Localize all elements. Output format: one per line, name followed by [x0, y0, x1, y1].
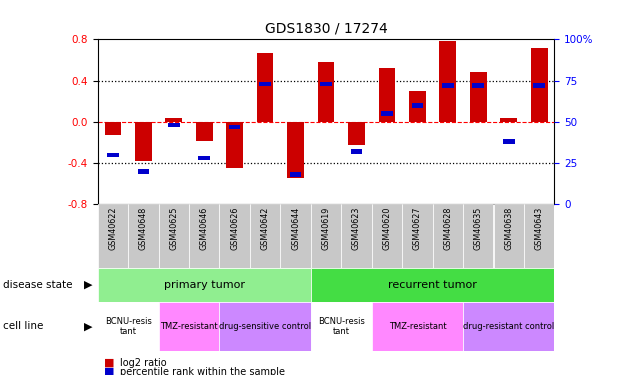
Text: disease state: disease state — [3, 280, 72, 290]
Bar — [348, 122, 365, 145]
Bar — [320, 82, 332, 86]
Bar — [260, 82, 271, 86]
Bar — [524, 204, 554, 268]
Bar — [503, 140, 515, 144]
Bar — [463, 302, 554, 351]
Bar — [107, 153, 118, 157]
Bar — [257, 53, 273, 122]
Bar — [168, 123, 180, 128]
Text: TMZ-resistant: TMZ-resistant — [389, 322, 446, 331]
Text: GSM40635: GSM40635 — [474, 206, 483, 250]
Text: TMZ-resistant: TMZ-resistant — [160, 322, 218, 331]
Bar — [372, 204, 402, 268]
Bar — [409, 91, 426, 122]
Bar — [470, 72, 486, 122]
Bar — [311, 268, 554, 302]
Bar — [159, 302, 219, 351]
Text: GSM40642: GSM40642 — [261, 206, 270, 250]
Text: drug-sensitive control: drug-sensitive control — [219, 322, 311, 331]
Bar — [229, 124, 241, 129]
Bar — [290, 172, 301, 177]
Text: recurrent tumor: recurrent tumor — [388, 280, 477, 290]
Text: cell line: cell line — [3, 321, 43, 331]
Text: GDS1830 / 17274: GDS1830 / 17274 — [265, 22, 387, 36]
Bar — [411, 103, 423, 108]
Bar — [280, 204, 311, 268]
Bar — [500, 118, 517, 122]
Text: GSM40620: GSM40620 — [382, 206, 391, 250]
Bar — [219, 302, 311, 351]
Bar — [440, 42, 456, 122]
Bar — [137, 169, 149, 174]
Text: GSM40648: GSM40648 — [139, 206, 148, 249]
Text: GSM40646: GSM40646 — [200, 206, 209, 249]
Text: percentile rank within the sample: percentile rank within the sample — [120, 367, 285, 375]
Bar — [531, 48, 547, 122]
Bar — [98, 204, 128, 268]
Bar — [196, 122, 212, 141]
Bar — [287, 122, 304, 178]
Text: ▶: ▶ — [84, 280, 93, 290]
Bar — [198, 156, 210, 160]
Bar — [472, 83, 484, 88]
Text: ▶: ▶ — [84, 321, 93, 331]
Bar — [534, 83, 545, 88]
Bar — [105, 122, 121, 135]
Text: GSM40644: GSM40644 — [291, 206, 300, 249]
Bar — [402, 204, 433, 268]
Text: log2 ratio: log2 ratio — [120, 358, 166, 368]
Text: GSM40643: GSM40643 — [535, 206, 544, 249]
Bar — [311, 204, 341, 268]
Bar — [311, 302, 372, 351]
Bar — [379, 68, 395, 122]
Bar — [166, 118, 182, 122]
Text: GSM40638: GSM40638 — [504, 206, 513, 249]
Text: primary tumor: primary tumor — [164, 280, 244, 290]
Bar — [442, 83, 454, 88]
Text: BCNU-resis
tant: BCNU-resis tant — [318, 316, 365, 336]
Text: GSM40625: GSM40625 — [169, 206, 178, 250]
Text: GSM40619: GSM40619 — [321, 206, 331, 250]
Bar — [128, 204, 159, 268]
Bar — [226, 122, 243, 168]
Bar — [493, 204, 524, 268]
Text: GSM40628: GSM40628 — [444, 206, 452, 250]
Bar — [189, 204, 219, 268]
Text: BCNU-resis
tant: BCNU-resis tant — [105, 316, 152, 336]
Bar — [98, 268, 311, 302]
Text: GSM40623: GSM40623 — [352, 206, 361, 250]
Bar — [98, 302, 159, 351]
Bar — [341, 204, 372, 268]
Text: drug-resistant control: drug-resistant control — [463, 322, 554, 331]
Bar — [219, 204, 250, 268]
Text: ■: ■ — [104, 367, 115, 375]
Bar — [463, 204, 493, 268]
Bar — [135, 122, 152, 161]
Text: GSM40626: GSM40626 — [230, 206, 239, 250]
Bar — [372, 302, 463, 351]
Bar — [433, 204, 463, 268]
Text: GSM40627: GSM40627 — [413, 206, 422, 250]
Text: ■: ■ — [104, 358, 115, 368]
Bar — [250, 204, 280, 268]
Bar — [159, 204, 189, 268]
Bar — [318, 62, 335, 122]
Bar — [381, 111, 392, 116]
Bar — [351, 149, 362, 154]
Text: GSM40622: GSM40622 — [108, 206, 117, 250]
